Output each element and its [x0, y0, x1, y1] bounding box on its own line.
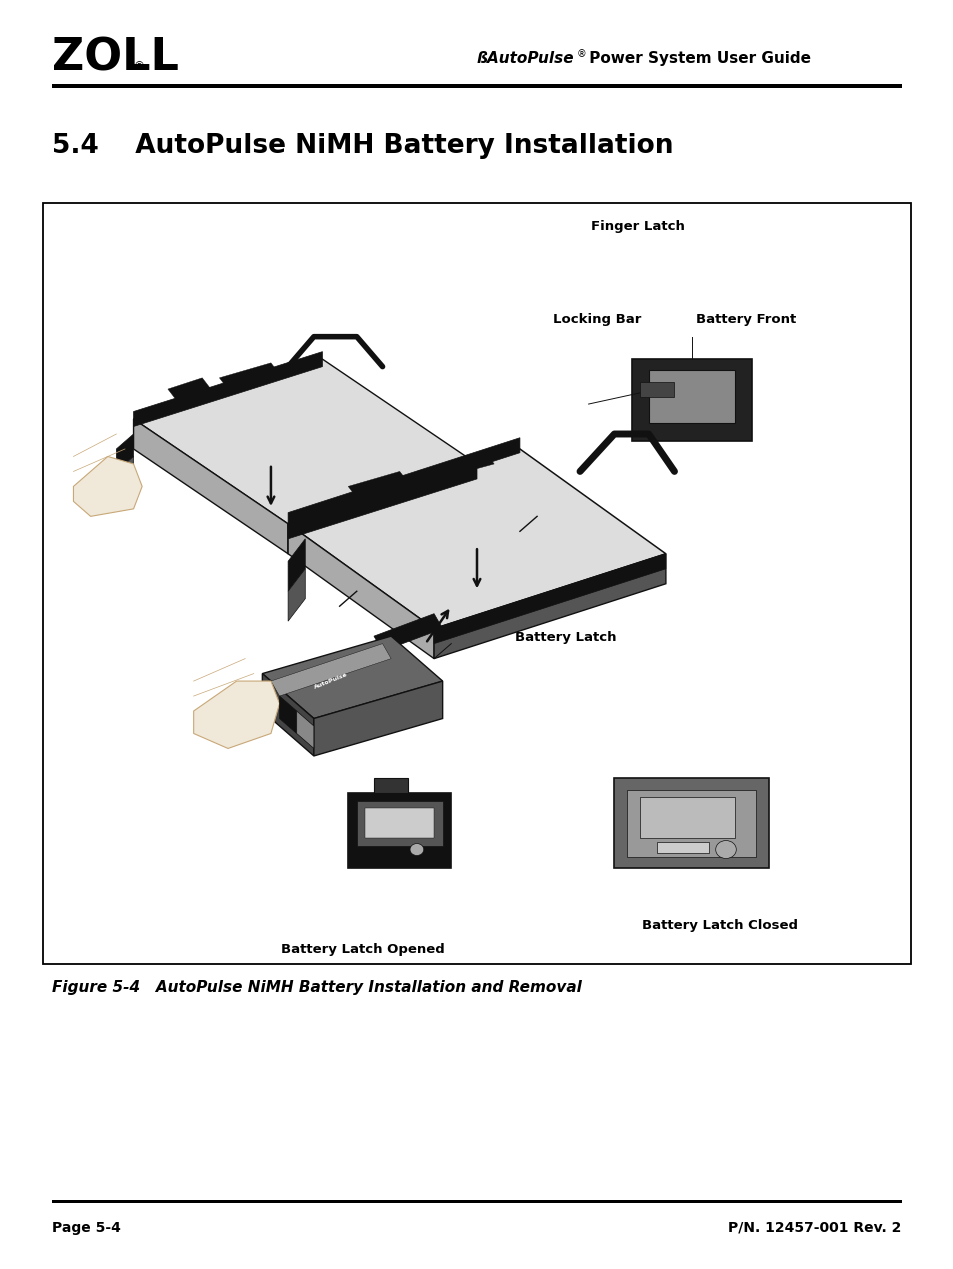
Polygon shape	[314, 681, 442, 756]
Polygon shape	[116, 434, 133, 471]
Polygon shape	[73, 457, 142, 516]
Polygon shape	[133, 359, 476, 524]
Polygon shape	[288, 524, 434, 659]
Polygon shape	[288, 464, 476, 539]
Text: Power System User Guide: Power System User Guide	[583, 51, 810, 66]
Circle shape	[715, 840, 736, 859]
Polygon shape	[639, 797, 734, 839]
Polygon shape	[374, 614, 442, 651]
Text: Battery Front: Battery Front	[696, 313, 796, 326]
Polygon shape	[434, 553, 665, 643]
Bar	[52, 84, 901, 88]
Polygon shape	[288, 569, 305, 622]
Text: Locking Bar: Locking Bar	[553, 313, 641, 326]
Text: Finger Latch: Finger Latch	[591, 221, 684, 233]
Text: Figure 5-4   AutoPulse NiMH Battery Installation and Removal: Figure 5-4 AutoPulse NiMH Battery Instal…	[52, 980, 581, 995]
Text: ®: ®	[576, 49, 585, 60]
Polygon shape	[133, 352, 322, 426]
Polygon shape	[639, 382, 674, 396]
Polygon shape	[279, 695, 296, 733]
Text: 5.4    AutoPulse NiMH Battery Installation: 5.4 AutoPulse NiMH Battery Installation	[52, 133, 673, 159]
Bar	[52, 1200, 901, 1203]
Polygon shape	[288, 539, 305, 591]
Polygon shape	[288, 464, 476, 553]
Polygon shape	[356, 801, 442, 845]
Polygon shape	[288, 438, 519, 528]
Polygon shape	[434, 553, 665, 659]
Polygon shape	[116, 457, 133, 494]
Polygon shape	[626, 789, 755, 857]
Polygon shape	[365, 808, 434, 839]
Polygon shape	[168, 378, 211, 400]
Circle shape	[410, 844, 423, 855]
Text: ZOLL: ZOLL	[52, 37, 179, 80]
Polygon shape	[416, 453, 494, 482]
Polygon shape	[262, 636, 442, 718]
Text: ßAutoPulse: ßAutoPulse	[476, 51, 574, 66]
Polygon shape	[614, 778, 768, 868]
Text: Battery Latch: Battery Latch	[515, 631, 616, 643]
Polygon shape	[133, 419, 288, 553]
Text: Battery Latch Closed: Battery Latch Closed	[641, 919, 798, 931]
Polygon shape	[348, 471, 408, 497]
Polygon shape	[657, 843, 708, 853]
Polygon shape	[288, 449, 665, 628]
Text: AutoPulse: AutoPulse	[314, 673, 349, 690]
Polygon shape	[262, 674, 314, 756]
Text: Page 5-4: Page 5-4	[52, 1221, 121, 1235]
Polygon shape	[374, 778, 408, 793]
Bar	[43, 203, 910, 964]
Text: Battery Latch Opened: Battery Latch Opened	[280, 943, 444, 956]
Polygon shape	[271, 643, 391, 695]
Polygon shape	[648, 371, 734, 423]
Polygon shape	[631, 359, 751, 442]
Polygon shape	[219, 363, 279, 390]
Polygon shape	[348, 793, 451, 868]
Polygon shape	[193, 681, 279, 749]
Polygon shape	[296, 711, 314, 749]
Text: ®: ®	[133, 61, 145, 71]
Text: P/N. 12457-001 Rev. 2: P/N. 12457-001 Rev. 2	[727, 1221, 901, 1235]
